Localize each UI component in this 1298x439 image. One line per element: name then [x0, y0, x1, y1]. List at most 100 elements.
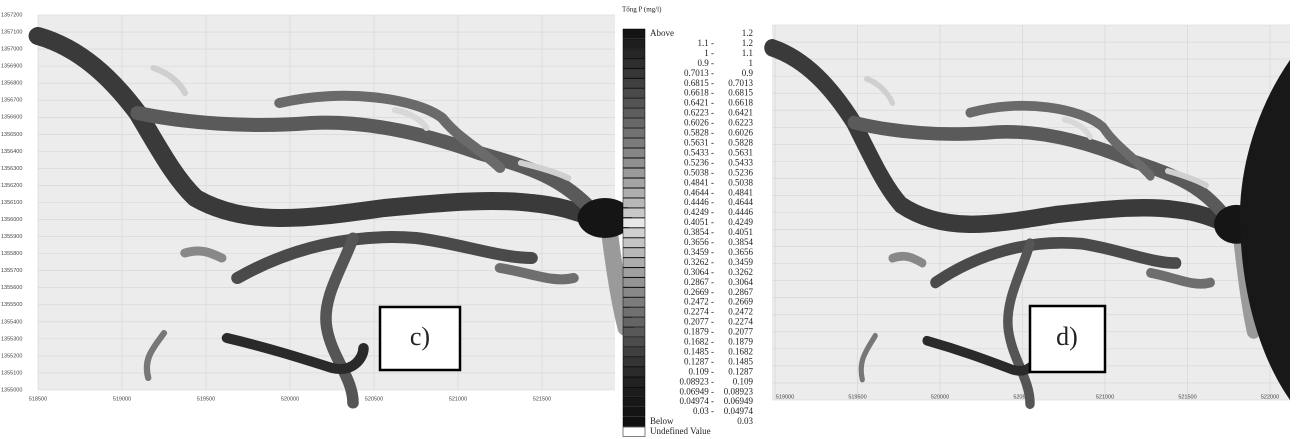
legend-range-low: 0.4249 - [684, 207, 714, 217]
legend-range-low: 0.3064 - [684, 267, 714, 277]
legend-range-high: 0.2274 [728, 317, 753, 327]
legend-swatch [623, 328, 645, 337]
legend-swatch [623, 109, 645, 118]
legend-swatch [623, 308, 645, 317]
y-tick-label: 1355100 [1, 370, 22, 376]
legend-range-high: 0.4051 [728, 227, 753, 237]
legend-swatch [623, 228, 645, 237]
legend-swatch [623, 39, 645, 48]
legend-range-high: 0.3854 [728, 237, 753, 247]
legend-range-low: Above [650, 28, 674, 38]
legend-swatch [623, 89, 645, 98]
x-tick-label: 519000 [776, 394, 794, 400]
x-tick-label: 521000 [1096, 394, 1114, 400]
y-tick-label: 1357000 [1, 47, 22, 53]
y-tick-label: 1356000 [1, 217, 22, 223]
x-tick-label: 521500 [1178, 394, 1196, 400]
legend-range-high: 1.2 [742, 38, 753, 48]
y-tick-label: 1356500 [1, 132, 22, 138]
legend-swatch [623, 417, 645, 426]
legend-range-high: 0.4446 [728, 207, 753, 217]
legend-swatch [623, 298, 645, 307]
legend-swatch [623, 278, 645, 287]
x-tick-label: 521000 [449, 396, 467, 402]
legend-range-high: 0.1287 [728, 366, 753, 376]
x-tick-label: 521500 [533, 396, 551, 402]
legend-range-low: 0.5433 - [684, 147, 714, 157]
legend-range-high: 0.08923 [724, 386, 754, 396]
legend-range-high: 1 [749, 58, 754, 68]
legend-range-high: 0.5631 [728, 147, 753, 157]
legend-range-high: 0.4249 [728, 217, 753, 227]
legend-range-low: 0.5038 - [684, 167, 714, 177]
legend-range-low: 1.1 - [698, 38, 715, 48]
legend-swatch [623, 218, 645, 227]
legend-range-low: 0.2274 - [684, 307, 714, 317]
legend-range-low: 0.109 - [689, 366, 715, 376]
legend-range-high: 0.109 [733, 376, 754, 386]
y-tick-label: 1356900 [1, 64, 22, 70]
legend-swatch [623, 148, 645, 157]
legend-range-high: 0.5828 [728, 138, 753, 148]
y-tick-label: 1357100 [1, 29, 22, 35]
legend-swatch [623, 178, 645, 187]
y-tick-label: 1356800 [1, 81, 22, 87]
legend-range-low: 0.3854 - [684, 227, 714, 237]
legend-swatch [623, 427, 645, 436]
legend-range-low: Below [650, 416, 674, 426]
x-tick-label: 520000 [281, 396, 299, 402]
legend-swatch [623, 198, 645, 207]
legend-range-low: 0.3262 - [684, 257, 714, 267]
legend-range-low: 0.4644 - [684, 187, 714, 197]
y-tick-label: 1357200 [1, 12, 22, 18]
legend-range-high: 0.5236 [728, 167, 753, 177]
legend-swatch [623, 347, 645, 356]
legend-range-low: 0.2472 - [684, 297, 714, 307]
y-tick-label: 1355900 [1, 234, 22, 240]
y-tick-label: 1355500 [1, 302, 22, 308]
legend-range-high: 0.06949 [724, 396, 754, 406]
x-tick-label: 519000 [113, 396, 131, 402]
y-tick-label: 1356600 [1, 115, 22, 121]
legend-swatch [623, 188, 645, 197]
legend-swatch [623, 158, 645, 167]
legend-swatch [623, 407, 645, 416]
legend-range-low: 0.4446 - [684, 197, 714, 207]
legend-range-low: 0.5236 - [684, 157, 714, 167]
y-tick-label: 1355400 [1, 319, 22, 325]
legend-range-low: 0.1682 - [684, 337, 714, 347]
legend-range-high: 0.6618 [728, 98, 753, 108]
x-tick-label: 520500 [365, 396, 383, 402]
legend-range-high: 0.2867 [728, 287, 753, 297]
y-tick-label: 1355200 [1, 353, 22, 359]
legend-range-low: 0.6618 - [684, 88, 714, 98]
legend-swatch [623, 377, 645, 386]
legend-range-low: 0.08923 - [680, 376, 715, 386]
legend-range-low: 0.3459 - [684, 247, 714, 257]
panel-label: c) [410, 322, 430, 351]
legend-range-low: 0.3656 - [684, 237, 714, 247]
legend-swatch [623, 318, 645, 327]
legend-swatch [623, 288, 645, 297]
legend-range-low: 0.2867 - [684, 277, 714, 287]
legend-range-low: 0.4841 - [684, 177, 714, 187]
x-tick-label: 522000 [1261, 394, 1279, 400]
legend-swatch [623, 238, 645, 247]
y-tick-label: 1356300 [1, 166, 22, 172]
legend-swatch [623, 357, 645, 366]
x-tick-label: 519500 [197, 396, 215, 402]
legend-range-high: 0.1682 [728, 346, 753, 356]
legend-range-low: 0.6223 - [684, 108, 714, 118]
legend-label: Undefined Value [650, 426, 711, 436]
x-tick-label: 518500 [29, 396, 47, 402]
legend-range-high: 0.04974 [724, 406, 754, 416]
legend-range-high: 0.6421 [728, 108, 753, 118]
legend-swatch [623, 29, 645, 38]
legend-range-high: 0.6815 [728, 88, 753, 98]
legend-swatch [623, 248, 645, 257]
legend-range-high: 0.6026 [728, 128, 753, 138]
legend-swatch [623, 138, 645, 147]
legend-range-high: 0.4644 [728, 197, 753, 207]
legend-range-high: 0.5433 [728, 157, 753, 167]
legend-range-low: 0.1485 - [684, 346, 714, 356]
